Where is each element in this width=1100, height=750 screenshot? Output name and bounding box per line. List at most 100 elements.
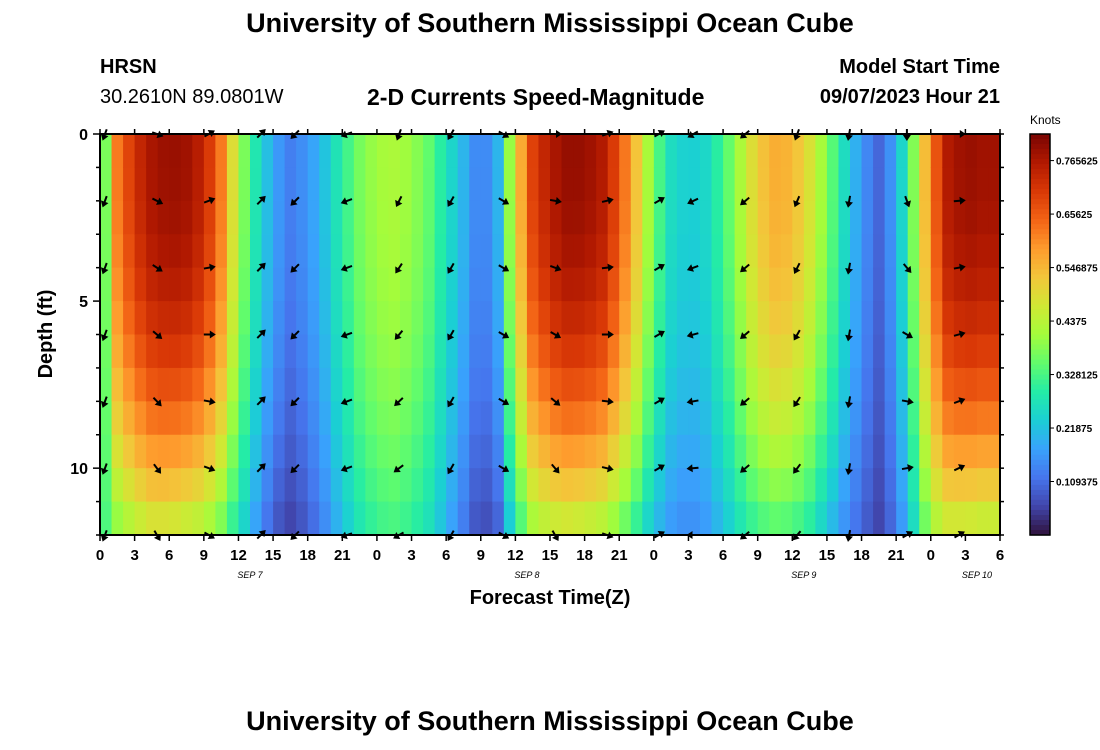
heatmap-cell [261, 267, 274, 302]
heatmap-cell [561, 468, 574, 503]
current-arrow [393, 464, 404, 473]
heatmap-cell [780, 367, 793, 402]
heatmap-cell [457, 434, 470, 469]
heatmap-cell [850, 234, 863, 269]
heatmap-cell [400, 334, 413, 369]
heatmap-cell [538, 267, 551, 302]
y-axis: 0 5 10 [70, 127, 1004, 536]
heatmap-cell [515, 501, 528, 536]
heatmap-cell [630, 401, 643, 436]
heatmap-cell [988, 167, 1001, 202]
current-arrow [601, 330, 614, 339]
heatmap-cell [792, 134, 805, 169]
heatmap-cell [169, 468, 182, 503]
heatmap-cell [619, 434, 632, 469]
heatmap-cell [596, 501, 609, 536]
heatmap-cell [665, 234, 678, 269]
heatmap-cell [619, 267, 632, 302]
heatmap-cell [653, 134, 666, 169]
heatmap-cell [642, 301, 655, 336]
heatmap-cell [988, 401, 1001, 436]
heatmap-cell [388, 367, 401, 402]
heatmap-cell [515, 234, 528, 269]
heatmap-cell [826, 167, 840, 202]
heatmap-cell [284, 267, 297, 302]
heatmap-cell [192, 501, 205, 536]
current-arrow [686, 464, 699, 473]
heatmap-cell [307, 401, 320, 436]
heatmap-cell [734, 234, 747, 269]
heatmap-cell [146, 367, 159, 402]
heatmap-cell [757, 267, 770, 302]
page-title: University of Southern Mississippi Ocean… [246, 8, 854, 38]
heatmap-cell [261, 301, 274, 336]
heatmap-cell [411, 134, 424, 169]
heatmap-cell [976, 367, 990, 402]
heatmap-cell [861, 501, 874, 536]
heatmap-cell [930, 234, 943, 269]
heatmap-cell [550, 501, 563, 536]
heatmap-cell [169, 367, 182, 402]
heatmap-cell [100, 134, 113, 169]
heatmap-cell [550, 434, 563, 469]
colorbar-swatch [1030, 284, 1050, 290]
heatmap-cell [180, 367, 193, 402]
heatmap-cell [376, 401, 390, 436]
current-arrow [256, 195, 266, 206]
heatmap-cell [423, 501, 436, 536]
colorbar-swatch [1030, 354, 1050, 361]
current-arrow [290, 463, 300, 474]
heatmap-cell [261, 234, 274, 269]
heatmap-cell [919, 167, 932, 202]
heatmap-cell [342, 167, 355, 202]
heatmap-cell [665, 167, 678, 202]
heatmap-cell [596, 200, 609, 235]
heatmap-cell [653, 267, 666, 302]
colorbar-swatch [1030, 199, 1050, 205]
heatmap-cell [653, 234, 666, 269]
heatmap-cell [273, 267, 286, 302]
heatmap-cell [250, 234, 263, 269]
colorbar-swatch [1030, 464, 1050, 471]
heatmap-cell [157, 234, 170, 269]
heatmap-cell [573, 134, 586, 169]
heatmap-cell [653, 501, 666, 536]
heatmap-cell [700, 167, 713, 202]
heatmap-cell [203, 434, 216, 469]
heatmap-cell [503, 234, 516, 269]
heatmap-cell [492, 434, 505, 469]
heatmap-cell [746, 501, 759, 536]
heatmap-cell [550, 468, 563, 503]
x-tick-label: 3 [961, 547, 969, 564]
heatmap-cell [953, 200, 966, 235]
heatmap-cell [203, 267, 216, 302]
current-arrow [793, 396, 801, 408]
heatmap-cell [896, 334, 909, 369]
heatmap-cell [400, 134, 413, 169]
heatmap-cell [826, 234, 840, 269]
heatmap-cell [573, 267, 586, 302]
heatmap-cell [723, 200, 736, 235]
heatmap-cell [815, 200, 828, 235]
current-arrow [845, 195, 853, 208]
heatmap-cell [930, 501, 943, 536]
heatmap-cell [307, 334, 320, 369]
heatmap-cell [942, 234, 955, 269]
heatmap-cell [803, 234, 816, 269]
heatmap-cell [711, 134, 724, 169]
heatmap-cell [411, 468, 424, 503]
current-arrow [953, 196, 966, 205]
current-arrow [498, 264, 510, 272]
heatmap-cell [100, 434, 113, 469]
heatmap-cell [573, 468, 586, 503]
heatmap-cell [953, 401, 966, 436]
current-arrow [447, 396, 455, 408]
heatmap-cell [100, 167, 113, 202]
heatmap-cell [723, 401, 736, 436]
heatmap-cell [250, 134, 263, 169]
heatmap-cell [976, 134, 990, 169]
heatmap-cell [434, 301, 447, 336]
heatmap-cell [353, 134, 366, 169]
heatmap-cell [723, 468, 736, 503]
current-arrow [902, 331, 913, 339]
